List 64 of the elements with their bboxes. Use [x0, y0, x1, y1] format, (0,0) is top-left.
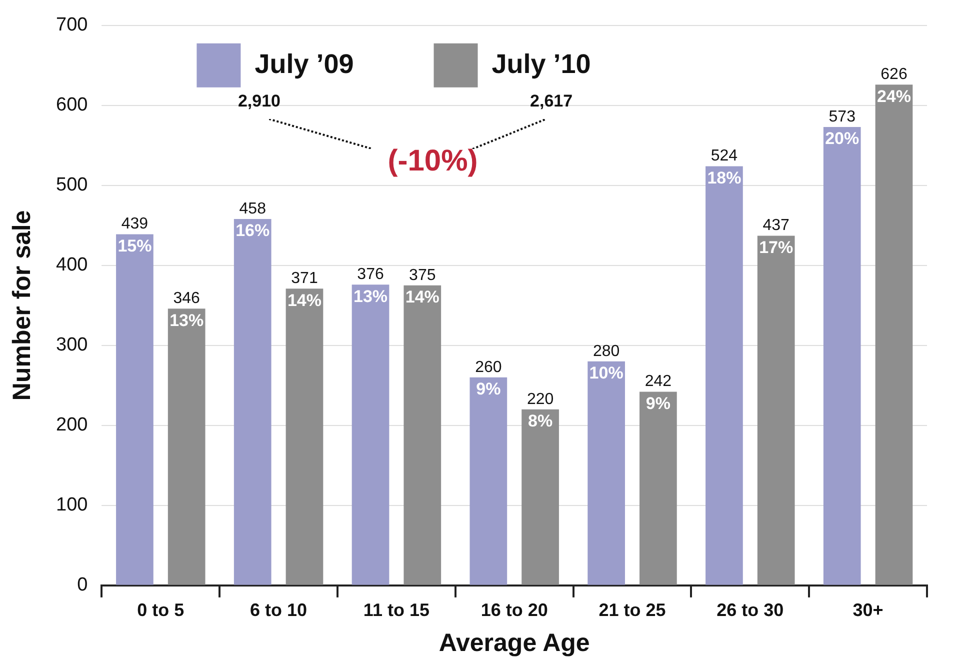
x-tick-label: 6 to 10: [250, 600, 308, 620]
bar: [875, 84, 913, 585]
bar: [286, 288, 324, 585]
annotation: (-10%): [388, 144, 478, 178]
annotation: 14%: [405, 288, 440, 307]
data-label: 573: [828, 108, 856, 126]
bar: [234, 219, 272, 585]
data-label: 626: [880, 66, 908, 84]
x-tick-label: 26 to 30: [716, 600, 784, 620]
y-tick-label: 200: [56, 414, 88, 436]
annotation: 17%: [759, 238, 794, 257]
bar: [168, 308, 206, 585]
data-label: 242: [644, 373, 672, 390]
bar: [352, 284, 390, 585]
data-label: 346: [173, 290, 200, 308]
data-label: 439: [121, 216, 148, 233]
y-axis-title: Number for sale: [8, 210, 36, 401]
annotation: 24%: [876, 86, 912, 106]
annotation: 13%: [170, 310, 204, 330]
annotation: 10%: [589, 364, 624, 383]
y-tick-label: 100: [56, 494, 88, 516]
data-label: 437: [762, 217, 790, 234]
annotation: 8%: [528, 412, 553, 431]
data-label: 260: [475, 358, 502, 376]
annotation: 9%: [476, 380, 501, 399]
annotation: 2,910: [238, 92, 281, 111]
data-label: 524: [710, 148, 738, 165]
data-label: 280: [592, 342, 620, 360]
bar: [470, 377, 508, 585]
y-tick-label: 0: [77, 574, 88, 596]
bar: [706, 166, 743, 585]
data-label: 458: [239, 200, 266, 218]
bar: [404, 285, 442, 585]
y-tick-label: 300: [56, 334, 88, 356]
annotation: 13%: [353, 286, 388, 306]
bar: [640, 392, 677, 585]
data-label: 375: [409, 266, 436, 284]
x-tick-label: 11 to 15: [363, 600, 430, 620]
x-axis-title: Average Age: [438, 628, 590, 657]
legend-label: July ’09: [254, 48, 354, 79]
bar: [116, 234, 154, 585]
annotation: 2,617: [530, 92, 573, 111]
annotation: 20%: [825, 129, 860, 148]
annotation: 9%: [646, 394, 670, 413]
annotation: 18%: [707, 168, 742, 188]
bar: [757, 236, 795, 585]
x-tick-label: 0 to 5: [137, 600, 184, 620]
bar: [823, 127, 861, 585]
annotation: 15%: [118, 236, 152, 256]
data-label: 371: [291, 270, 318, 288]
annotation: 16%: [236, 221, 270, 240]
data-label: 220: [526, 390, 554, 408]
x-tick-label: 21 to 25: [598, 600, 666, 620]
y-tick-label: 400: [56, 254, 88, 276]
annotation: 14%: [287, 290, 322, 310]
y-tick-label: 500: [56, 174, 88, 196]
legend-label: July ’10: [492, 48, 591, 79]
x-tick-label: 30+: [852, 600, 884, 620]
data-label: 376: [357, 266, 384, 284]
x-tick-label: 16 to 20: [480, 600, 548, 620]
bar: [522, 409, 559, 585]
y-tick-label: 700: [56, 14, 88, 36]
y-tick-label: 600: [56, 94, 88, 116]
bar: [588, 361, 625, 585]
